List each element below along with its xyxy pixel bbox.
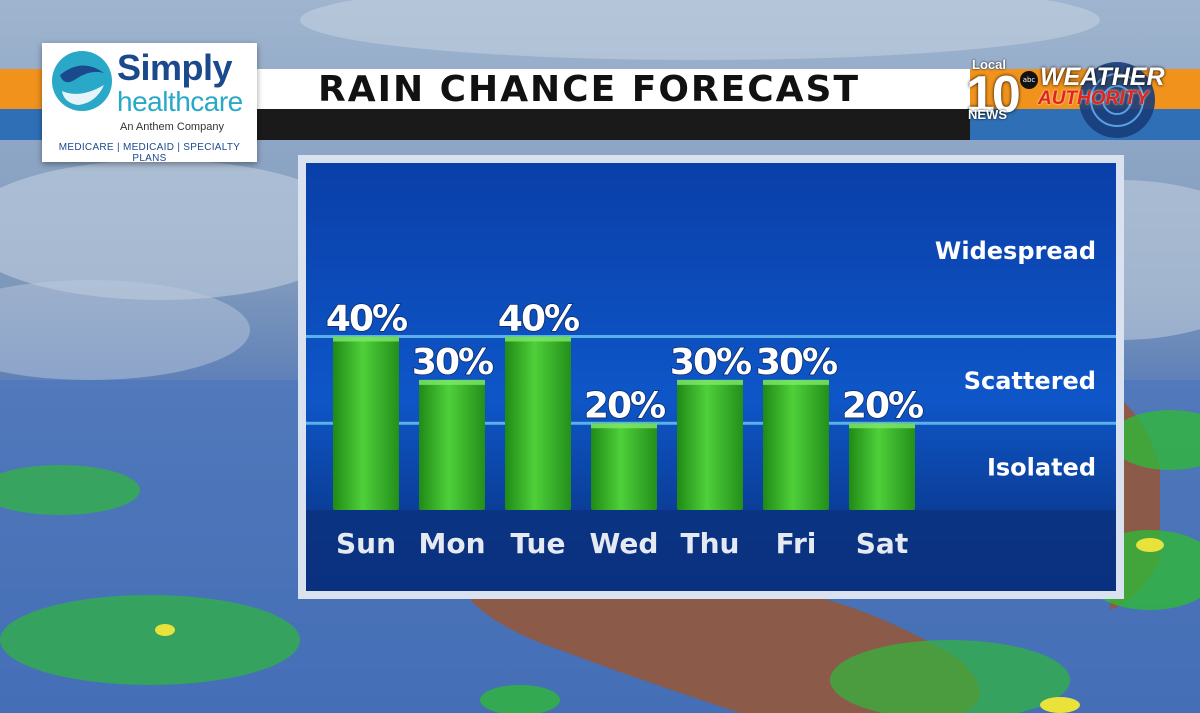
station-number: 10 [966, 66, 1021, 124]
sponsor-name-line1: Simply [117, 47, 233, 88]
bar-sat [849, 423, 915, 510]
category-label-sun: Sun [336, 527, 396, 560]
sponsor-plans: MEDICARE | MEDICAID | SPECIALTY PLANS [58, 142, 241, 164]
swirl-logo-icon [52, 51, 112, 111]
bar-top-mon [419, 379, 485, 385]
value-label-sat: 20% [842, 385, 923, 426]
station-local-label: Local [972, 57, 1006, 72]
category-label-tue: Tue [511, 527, 566, 560]
category-label-thu: Thu [681, 527, 740, 560]
network-badge: abc [1020, 71, 1038, 89]
bar-sun [333, 336, 399, 510]
bar-top-sat [849, 423, 915, 429]
bar-top-thu [677, 379, 743, 385]
bar-top-sun [333, 336, 399, 342]
value-label-sun: 40% [326, 299, 407, 340]
value-label-tue: 40% [498, 299, 579, 340]
sponsor-logo: Simply healthcare An Anthem Company MEDI… [42, 43, 257, 164]
bar-mon [419, 379, 485, 510]
title-underbar [257, 109, 970, 140]
value-label-wed: 20% [584, 385, 665, 426]
bar-wed [591, 423, 657, 510]
category-label-fri: Fri [776, 527, 817, 560]
category-label-wed: Wed [590, 527, 659, 560]
station-logo: Local 10 abc NEWS WEATHER AUTHORITY [962, 55, 1194, 140]
header-stripe-blue-left [0, 109, 42, 140]
bar-top-wed [591, 423, 657, 429]
category-label-mon: Mon [418, 527, 485, 560]
bar-tue [505, 336, 571, 510]
header-stripe-orange-left [0, 69, 42, 109]
value-label-fri: 30% [756, 342, 837, 383]
sponsor-name-line2: healthcare [117, 86, 243, 117]
rain-chance-chart: Isolated Scattered Widespread 40% Sun 30% Mon… [298, 155, 1124, 599]
brand-weather: WEATHER [1040, 63, 1165, 91]
band-label-scattered: Scattered [964, 367, 1096, 395]
radar-dish-icon [1079, 62, 1155, 138]
page-title: RAIN CHANCE FORECAST [318, 69, 860, 110]
title-bar [257, 69, 970, 109]
band-label-widespread: Widespread [935, 237, 1096, 265]
bar-thu [677, 379, 743, 510]
bar-top-fri [763, 379, 829, 385]
category-label-sat: Sat [856, 527, 908, 560]
bar-top-tue [505, 336, 571, 342]
band-label-isolated: Isolated [987, 454, 1096, 482]
value-label-mon: 30% [412, 342, 493, 383]
bar-fri [763, 379, 829, 510]
value-label-thu: 30% [670, 342, 751, 383]
station-news-label: NEWS [968, 107, 1007, 122]
sponsor-tagline: An Anthem Company [120, 121, 224, 133]
chart-floor [306, 510, 1116, 591]
brand-authority: AUTHORITY [1038, 88, 1149, 109]
